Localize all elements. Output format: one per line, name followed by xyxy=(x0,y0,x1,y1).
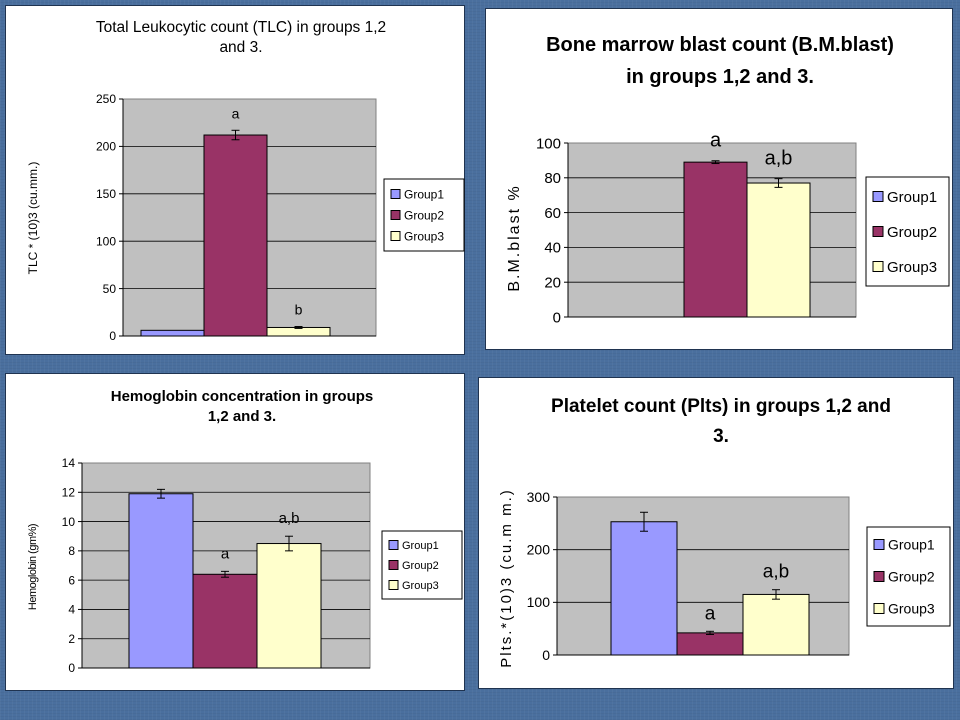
y-tick-label: 150 xyxy=(96,187,116,201)
y-axis-label: B.M.blast % xyxy=(506,184,523,291)
significance-label: a xyxy=(221,545,230,562)
bar-group2 xyxy=(676,632,744,656)
bm-blast-chart-panel: Bone marrow blast count (B.M.blast) in gr… xyxy=(485,8,953,350)
y-tick-label: 300 xyxy=(527,489,551,505)
legend-swatch-group1 xyxy=(873,539,885,550)
hemoglobin-chart-panel: Hemoglobin concentration in groups 1,2 an… xyxy=(5,373,465,691)
legend-label: Group3 xyxy=(888,601,935,617)
legend-label: Group1 xyxy=(402,540,439,552)
y-tick-label: 80 xyxy=(544,170,561,187)
legend-swatch-group2 xyxy=(390,210,401,220)
y-tick-label: 200 xyxy=(527,542,551,558)
legend-swatch-group1 xyxy=(388,540,399,550)
legend-label: Group3 xyxy=(402,580,439,592)
legend-swatch-group1 xyxy=(390,189,401,199)
legend-label: Group2 xyxy=(404,208,444,222)
y-tick-label: 14 xyxy=(62,456,76,470)
chart-title-line: 1,2 and 3. xyxy=(208,408,276,425)
chart-title-line: Total Leukocytic count (TLC) in groups 1… xyxy=(96,19,386,36)
chart-title-line: in groups 1,2 and 3. xyxy=(626,66,814,88)
legend-label: Group1 xyxy=(404,187,444,201)
legend-swatch-group3 xyxy=(873,603,885,614)
y-tick-label: 12 xyxy=(62,485,76,499)
legend-label: Group3 xyxy=(404,229,444,243)
y-tick-label: 0 xyxy=(553,309,561,326)
legend-label: Group2 xyxy=(888,569,935,585)
significance-label: a,b xyxy=(763,562,789,583)
bar-group1 xyxy=(140,329,205,337)
chart-title-line: Bone marrow blast count (B.M.blast) xyxy=(546,34,894,56)
bar-group3 xyxy=(742,593,810,656)
y-tick-label: 100 xyxy=(536,135,561,152)
bar-group3 xyxy=(746,182,811,318)
y-tick-label: 0 xyxy=(68,661,75,675)
legend-label: Group1 xyxy=(888,537,935,553)
bm-blast-chart: Bone marrow blast count (B.M.blast) in gr… xyxy=(506,34,950,326)
y-tick-label: 50 xyxy=(103,282,117,296)
platelet-chart-panel: Platelet count (Plts) in groups 1,2 and 3… xyxy=(478,377,954,689)
y-tick-label: 0 xyxy=(109,329,116,343)
legend-label: Group1 xyxy=(887,189,937,206)
legend-swatch-group3 xyxy=(872,261,884,272)
significance-label: a xyxy=(705,603,716,624)
bar-group2 xyxy=(203,134,268,337)
y-tick-label: 6 xyxy=(68,573,75,587)
tlc-chart: Total Leukocytic count (TLC) in groups 1… xyxy=(26,19,465,343)
legend-label: Group2 xyxy=(887,224,937,241)
significance-label: b xyxy=(295,302,303,318)
y-tick-label: 8 xyxy=(68,544,75,558)
y-tick-label: 100 xyxy=(527,594,551,610)
y-tick-label: 4 xyxy=(68,603,75,617)
y-tick-label: 100 xyxy=(96,234,116,248)
bar-group2 xyxy=(683,161,748,318)
chart-title-line: 3. xyxy=(713,426,729,447)
legend-swatch-group2 xyxy=(388,560,399,570)
legend-label: Group2 xyxy=(402,560,439,572)
bar-group3 xyxy=(256,543,322,669)
y-tick-label: 2 xyxy=(68,632,75,646)
y-tick-label: 0 xyxy=(542,647,550,663)
y-tick-label: 250 xyxy=(96,92,116,106)
significance-label: a xyxy=(710,130,722,152)
legend-swatch-group1 xyxy=(872,191,884,202)
bar-group1 xyxy=(610,521,678,656)
tlc-chart-panel: Total Leukocytic count (TLC) in groups 1… xyxy=(5,5,465,355)
y-tick-label: 10 xyxy=(62,515,76,529)
legend-label: Group3 xyxy=(887,259,937,276)
significance-label: a,b xyxy=(279,510,300,527)
legend-swatch-group3 xyxy=(388,580,399,590)
hemoglobin-chart: Hemoglobin concentration in groups 1,2 an… xyxy=(27,388,463,675)
y-tick-label: 200 xyxy=(96,140,116,154)
y-axis-label: Hemoglobin (gm%) xyxy=(27,524,39,610)
chart-title-line: Hemoglobin concentration in groups xyxy=(111,388,374,405)
bar-group2 xyxy=(192,573,258,669)
y-tick-label: 20 xyxy=(544,274,561,291)
y-axis-label: TLC * (10)3 (cu.mm.) xyxy=(26,162,40,275)
y-axis-label: Plts.*(10)3 (cu.m m.) xyxy=(498,488,515,668)
legend-swatch-group3 xyxy=(390,231,401,241)
legend-swatch-group2 xyxy=(872,226,884,237)
chart-title-line: Platelet count (Plts) in groups 1,2 and xyxy=(551,396,891,417)
y-tick-label: 40 xyxy=(544,240,561,257)
y-tick-label: 60 xyxy=(544,205,561,222)
platelet-chart: Platelet count (Plts) in groups 1,2 and 3… xyxy=(498,396,951,668)
bar-group1 xyxy=(128,493,194,669)
significance-label: a,b xyxy=(765,148,793,170)
legend-swatch-group2 xyxy=(873,571,885,582)
chart-title-line: and 3. xyxy=(219,39,262,56)
significance-label: a xyxy=(232,105,240,121)
